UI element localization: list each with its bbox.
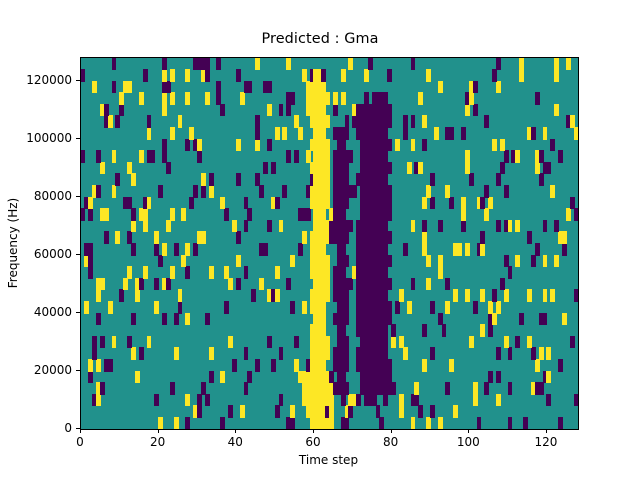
heatmap-plot-area [80, 57, 579, 430]
y-axis-label-text: Frequency (Hz) [6, 197, 20, 288]
x-axis-label: Time step [298, 453, 359, 467]
heatmap-image [81, 58, 578, 429]
x-tick-mark [157, 429, 159, 433]
x-tick-mark [390, 429, 392, 433]
y-tick-mark [76, 428, 80, 429]
y-tick-label: 40000 [33, 305, 72, 320]
x-tick-label: 80 [382, 435, 399, 449]
x-tick-label: 0 [76, 435, 84, 449]
y-tick-mark [76, 196, 80, 198]
x-tick-label: 40 [227, 435, 243, 449]
x-tick-label: 120 [534, 435, 558, 449]
y-tick-label: 0 [64, 421, 72, 435]
y-tick-mark [76, 370, 80, 372]
x-tick-label: 20 [150, 435, 166, 449]
y-tick-label: 100000 [26, 131, 72, 146]
x-tick-mark [235, 429, 237, 433]
y-tick-label: 120000 [26, 73, 72, 88]
x-tick-label: 60 [305, 435, 321, 449]
y-tick-mark [76, 312, 80, 314]
y-tick-label: 80000 [33, 189, 72, 204]
x-tick-mark [312, 429, 314, 433]
x-tick-mark [545, 429, 547, 433]
y-tick-label: 60000 [33, 247, 72, 262]
x-tick-label: 100 [456, 435, 480, 449]
x-tick-mark [80, 429, 81, 433]
x-tick-mark [468, 429, 470, 433]
page-title: Predicted : Gma [261, 31, 379, 47]
y-tick-label: 20000 [33, 363, 72, 378]
y-tick-mark [76, 138, 80, 140]
y-tick-mark [76, 254, 80, 256]
y-tick-mark [76, 80, 80, 82]
